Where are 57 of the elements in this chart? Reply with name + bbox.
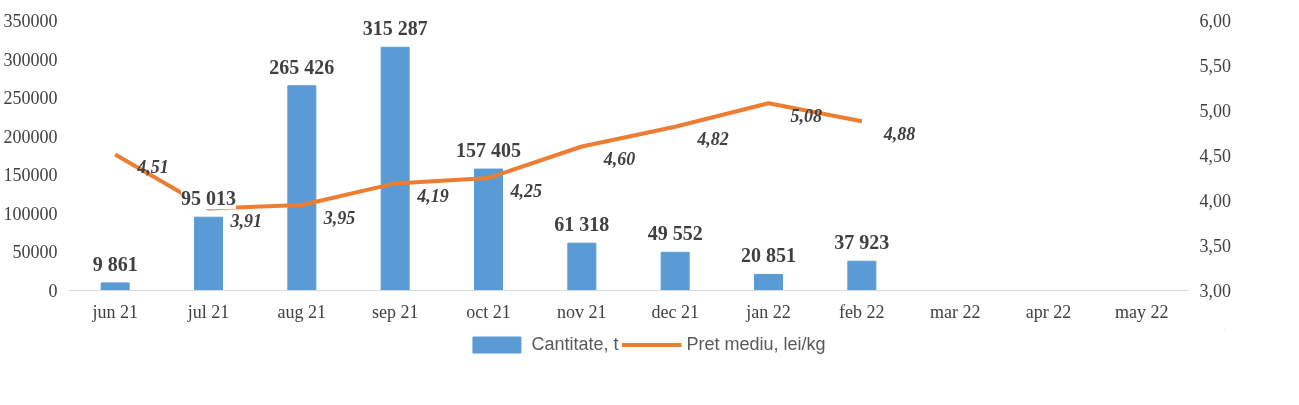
data-label: 61 318 xyxy=(554,213,610,236)
data-label: 315 287 xyxy=(362,17,428,40)
x-tick-label: jan 22 xyxy=(745,301,791,322)
y-tick-label: 250000 xyxy=(3,88,58,109)
bar xyxy=(660,251,690,291)
x-tick-label: oct 21 xyxy=(466,301,511,322)
x-tick-label: jun 21 xyxy=(91,301,138,322)
x-tick-label: dec 21 xyxy=(651,301,699,322)
y2-tick-label: 3,50 xyxy=(1199,236,1231,256)
y2-tick-label: 4,50 xyxy=(1199,146,1231,166)
bar xyxy=(754,273,783,291)
x-tick-label: nov 21 xyxy=(557,301,607,322)
y2-tick-label: 6,00 xyxy=(1199,11,1231,31)
data-label: 37 923 xyxy=(834,231,890,254)
data-label: 4,82 xyxy=(696,129,729,150)
x-tick-label: apr 22 xyxy=(1025,301,1072,322)
data-label: 49 552 xyxy=(647,222,703,245)
x-tick-label: jul 21 xyxy=(186,301,230,322)
x-tick-label: mar 22 xyxy=(929,301,981,322)
x-tick-label: aug 21 xyxy=(277,301,327,322)
data-label: 20 851 xyxy=(741,244,796,267)
bar xyxy=(100,282,130,291)
bar xyxy=(474,168,503,291)
legend-label: Pret mediu, lei/kg xyxy=(686,333,826,355)
data-label: 9 861 xyxy=(92,252,138,275)
line-series xyxy=(113,101,864,211)
y-tick-label: 200000 xyxy=(3,126,58,147)
y-tick-label: 50000 xyxy=(12,242,58,263)
data-label: 95 013 xyxy=(181,187,236,210)
y2-tick-label: 3,00 xyxy=(1199,281,1231,301)
data-label: 5,08 xyxy=(790,105,822,126)
y2-tick-label: 5,50 xyxy=(1199,56,1231,76)
bar xyxy=(194,216,223,291)
data-label: 157 405 xyxy=(456,139,521,162)
y2-tick-label: 4,00 xyxy=(1199,191,1231,211)
data-label: 4,51 xyxy=(136,157,169,178)
y-tick-label: 100000 xyxy=(3,203,58,224)
y-tick-label: 350000 xyxy=(3,11,58,31)
y2-tick-label: 5,00 xyxy=(1199,101,1231,121)
x-tick-label: feb 22 xyxy=(839,301,885,322)
data-label: 4,19 xyxy=(416,185,449,206)
data-label: 3,91 xyxy=(229,211,262,232)
x-tick-label: may 22 xyxy=(1115,301,1169,322)
y-tick-label: 300000 xyxy=(3,49,58,70)
legend-label: Cantitate, t xyxy=(531,333,619,355)
bar xyxy=(567,242,597,291)
data-label: 4,25 xyxy=(509,180,542,201)
data-label: 4,88 xyxy=(882,123,916,144)
data-label: 3,95 xyxy=(322,207,356,228)
x-tick-label: sep 21 xyxy=(371,301,419,322)
bar xyxy=(380,46,410,291)
data-label: 4,60 xyxy=(602,149,636,169)
y-tick-label: 150000 xyxy=(3,165,58,186)
y-tick-label: 0 xyxy=(48,281,58,301)
bar xyxy=(287,85,317,291)
bar xyxy=(847,260,877,291)
data-label: 265 426 xyxy=(269,55,335,78)
